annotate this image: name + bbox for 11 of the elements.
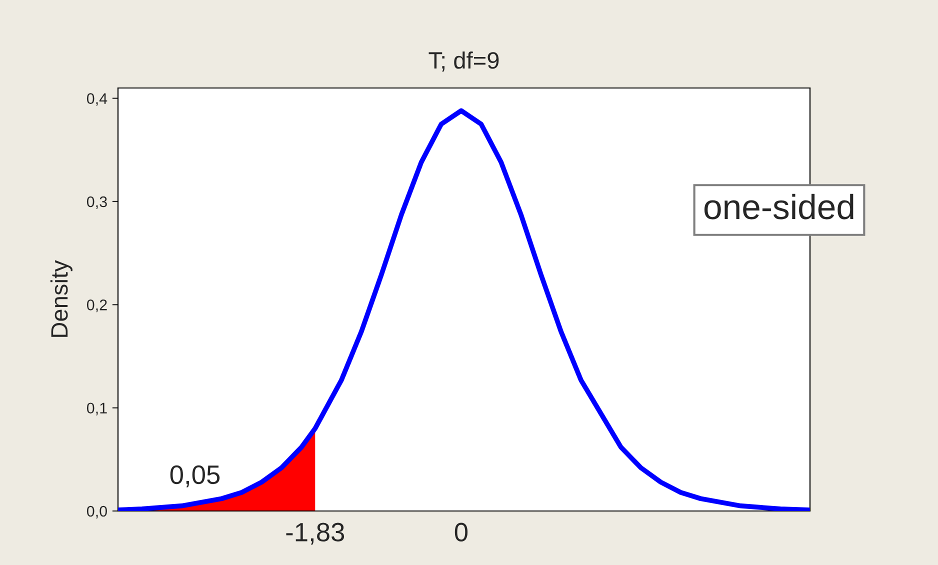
y-tick-label: 0,3 bbox=[86, 196, 107, 209]
y-tick-label: 0,4 bbox=[86, 93, 108, 106]
annotation: one-sided bbox=[704, 194, 854, 220]
y-tick-label: 0,2 bbox=[86, 300, 107, 312]
y-axis-title: Density bbox=[50, 260, 72, 337]
x-tick-label: 0 bbox=[454, 522, 468, 542]
y-tick-label: 0,1 bbox=[86, 402, 107, 416]
annotation: 0,05 bbox=[170, 465, 220, 488]
y-tick-label: 0,0 bbox=[86, 506, 107, 518]
chart-title: T; df=9 bbox=[428, 51, 499, 72]
x-tick-label: -1,83 bbox=[286, 522, 344, 545]
